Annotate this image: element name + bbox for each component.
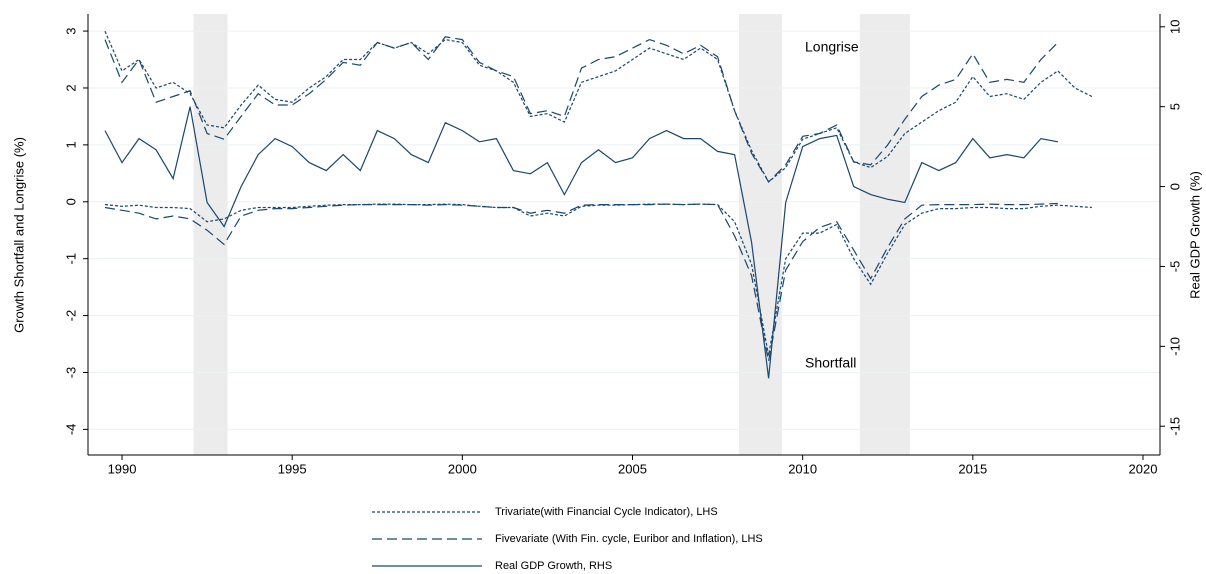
series-line <box>104 30 1093 183</box>
annotation: Shortfall <box>805 355 856 371</box>
y2-tick-label: 10 <box>1167 20 1182 34</box>
y-axis-label: Growth Shortfall and Longrise (%) <box>11 137 26 333</box>
legend-label: Real GDP Growth, RHS <box>495 560 612 572</box>
y-tick-label: -2 <box>63 310 78 322</box>
series-line <box>104 36 1059 183</box>
shaded-period <box>739 14 782 455</box>
x-tick-label: 2020 <box>1129 461 1158 476</box>
y2-tick-label: 0 <box>1167 183 1182 190</box>
y2-tick-label: -10 <box>1167 337 1182 356</box>
y2-axis-label: Real GDP Growth (%) <box>1187 171 1202 299</box>
y-tick-label: -3 <box>63 367 78 379</box>
y2-tick-label: -5 <box>1167 261 1182 273</box>
y2-tick-label: -15 <box>1167 417 1182 436</box>
x-tick-label: 2010 <box>788 461 817 476</box>
x-tick-label: 2005 <box>618 461 647 476</box>
y-tick-label: 1 <box>63 141 78 148</box>
y-tick-label: 2 <box>63 84 78 91</box>
series-line <box>104 203 1092 356</box>
x-tick-label: 2000 <box>448 461 477 476</box>
y-tick-label: -1 <box>63 253 78 265</box>
y-tick-label: 0 <box>63 198 78 205</box>
series-line <box>104 106 1059 379</box>
shaded-period <box>859 14 910 455</box>
y-tick-label: -4 <box>63 424 78 436</box>
x-tick-label: 2015 <box>958 461 987 476</box>
y-tick-label: 3 <box>63 27 78 34</box>
series-line <box>104 202 1058 362</box>
annotation: Longrise <box>805 39 859 55</box>
shaded-period <box>193 14 228 455</box>
x-tick-label: 1990 <box>108 461 137 476</box>
legend-label: Fivevariate (With Fin. cycle, Euribor an… <box>495 533 763 545</box>
x-tick-label: 1995 <box>278 461 307 476</box>
legend-label: Trivariate(with Financial Cycle Indicato… <box>495 506 718 518</box>
y2-tick-label: 5 <box>1167 103 1182 110</box>
